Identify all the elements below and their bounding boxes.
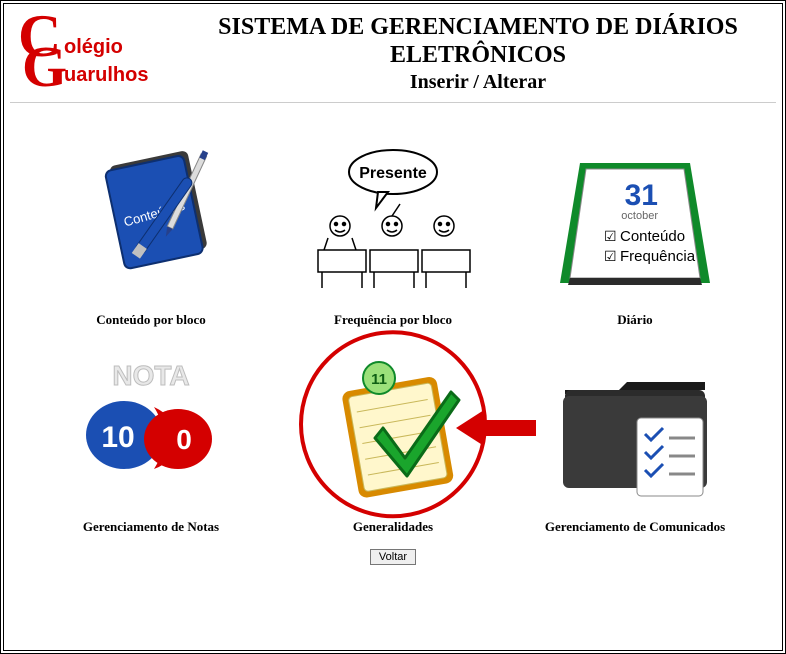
attendance-icon: Presente	[298, 133, 488, 308]
folder-icon	[540, 340, 730, 515]
svg-text:☑: ☑	[604, 248, 617, 264]
menu-item-generalidades[interactable]: 11 Generalidades	[273, 340, 513, 535]
svg-text:october: october	[621, 210, 658, 222]
svg-text:0: 0	[176, 424, 192, 455]
menu-label: Frequência por bloco	[273, 312, 513, 328]
svg-text:☑: ☑	[604, 228, 617, 244]
menu-item-conteudo-bloco[interactable]: Conteúdos Conteúdo por bloco	[31, 133, 271, 328]
logo-letter-g: G	[22, 38, 67, 96]
menu-label: Gerenciamento de Comunicados	[515, 519, 755, 535]
menu-item-frequencia-bloco[interactable]: Presente	[273, 133, 513, 328]
logo-text-line1: olégio	[64, 36, 123, 59]
notebook-icon: Conteúdos	[56, 133, 246, 308]
svg-text:10: 10	[101, 421, 134, 454]
svg-text:Presente: Presente	[359, 165, 427, 182]
svg-text:NOTA: NOTA	[112, 360, 189, 391]
calendar-icon: 31 october ☑ Conteúdo ☑ Frequência	[540, 133, 730, 308]
svg-text:11: 11	[371, 371, 387, 388]
menu-label: Gerenciamento de Notas	[31, 519, 271, 535]
app-frame: C G olégio uarulhos SISTEMA DE GERENCIAM…	[0, 0, 786, 654]
logo-text-line2: uarulhos	[64, 64, 148, 87]
menu-label: Conteúdo por bloco	[31, 312, 271, 328]
checklist-icon: 11	[298, 340, 488, 515]
page-title-line2: ELETRÔNICOS	[188, 42, 768, 70]
menu-item-comunicados[interactable]: Gerenciamento de Comunicados	[515, 340, 755, 535]
page-title-line1: SISTEMA DE GERENCIAMENTO DE DIÁRIOS	[188, 14, 768, 42]
svg-text:Frequência: Frequência	[620, 248, 696, 265]
menu-label: Generalidades	[273, 519, 513, 535]
svg-text:Conteúdo: Conteúdo	[620, 228, 685, 245]
header: C G olégio uarulhos SISTEMA DE GERENCIAM…	[10, 10, 776, 103]
menu-grid: Conteúdos Conteúdo por bloco	[10, 103, 776, 547]
title-block: SISTEMA DE GERENCIAMENTO DE DIÁRIOS ELET…	[188, 14, 768, 94]
svg-text:31: 31	[625, 179, 658, 212]
grades-icon: NOTA 10 0	[56, 340, 246, 515]
school-logo: C G olégio uarulhos	[18, 14, 188, 94]
menu-item-diario[interactable]: 31 october ☑ Conteúdo ☑ Frequência Diári…	[515, 133, 755, 328]
back-button[interactable]: Voltar	[370, 549, 416, 565]
page-subtitle: Inserir / Alterar	[188, 71, 768, 94]
menu-item-notas[interactable]: NOTA 10 0 Gerenciamento de Notas	[31, 340, 271, 535]
menu-label: Diário	[515, 312, 755, 328]
